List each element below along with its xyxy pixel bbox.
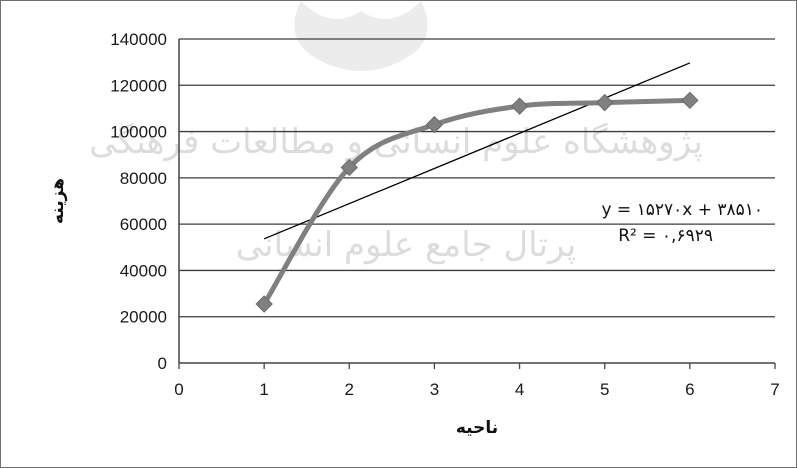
y-tick-label: 100000 [110, 123, 167, 142]
data-point [255, 295, 273, 313]
x-axis-title: ناحیه [456, 418, 498, 438]
y-tick-labels: 0 20000 40000 60000 80000 100000 120000 140000 [110, 30, 167, 373]
data-point [425, 115, 444, 134]
trendline-equation-line-1: y = ۱۵۲۷۰x + ۳۸۵۱۰ [601, 200, 763, 220]
y-axis-title: هزینه [48, 178, 68, 224]
x-tick-label: 6 [685, 380, 694, 399]
x-tick-label: 7 [770, 380, 779, 399]
trendline-equation-line-2: R² = ۰,۶۹۲۹ [618, 226, 713, 246]
x-tick-label: 2 [345, 380, 354, 399]
x-tick-labels: 0 1 2 3 4 5 6 7 [174, 380, 779, 399]
x-tick-label: 4 [515, 380, 524, 399]
data-point [510, 97, 529, 115]
x-tick-label: 5 [600, 380, 609, 399]
x-tick-label: 0 [174, 380, 183, 399]
y-tick-label: 60000 [120, 215, 167, 234]
watermark-emblem [294, 1, 428, 71]
watermark: پژوهشگاه علوم انسانی و مطالعات فرهنگی پر… [89, 1, 703, 265]
data-point [340, 158, 358, 177]
y-tick-label: 120000 [110, 76, 167, 95]
y-tick-label: 40000 [120, 261, 167, 280]
y-tick-label: 0 [158, 354, 167, 373]
trendline [263, 62, 691, 240]
y-tick-label: 140000 [110, 30, 167, 49]
x-tick-label: 3 [430, 380, 439, 399]
y-tick-label: 80000 [120, 169, 167, 188]
data-point [596, 93, 614, 112]
data-point [681, 91, 699, 110]
gridlines [179, 38, 775, 318]
x-tick-marks [178, 363, 776, 369]
watermark-line-1: پژوهشگاه علوم انسانی و مطالعات فرهنگی [89, 122, 703, 162]
series-markers [255, 91, 699, 313]
x-tick-label: 1 [259, 380, 268, 399]
y-tick-label: 20000 [120, 308, 167, 327]
